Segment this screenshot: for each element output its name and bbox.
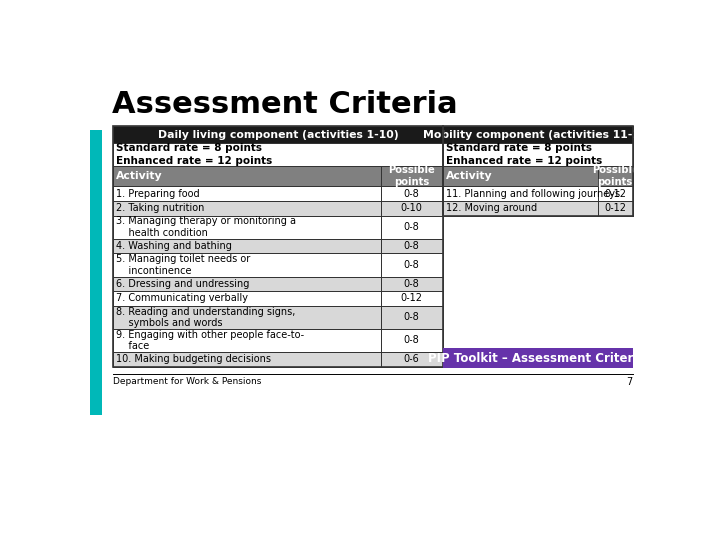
- Text: 11. Planning and following journeys: 11. Planning and following journeys: [446, 189, 620, 199]
- Text: Assessment Criteria: Assessment Criteria: [112, 90, 457, 119]
- Text: 7. Communicating verbally: 7. Communicating verbally: [117, 294, 248, 303]
- Text: PIP Toolkit – Assessment Criteria: PIP Toolkit – Assessment Criteria: [428, 352, 646, 365]
- Bar: [113, 201, 381, 215]
- Bar: [381, 166, 443, 186]
- Text: 6. Dressing and undressing: 6. Dressing and undressing: [117, 279, 250, 289]
- Text: 5. Managing toilet needs or
    incontinence: 5. Managing toilet needs or incontinence: [117, 254, 251, 276]
- Text: 9. Engaging with other people face-to-
    face: 9. Engaging with other people face-to- f…: [117, 329, 305, 351]
- Bar: [113, 306, 381, 329]
- Bar: [90, 130, 102, 415]
- Bar: [443, 201, 598, 215]
- Bar: [113, 126, 443, 143]
- Bar: [381, 276, 443, 291]
- Text: Mobility component (activities 11-12): Mobility component (activities 11-12): [423, 130, 652, 140]
- Text: 1. Preparing food: 1. Preparing food: [117, 189, 200, 199]
- Bar: [443, 291, 632, 306]
- Text: 0-8: 0-8: [404, 260, 420, 270]
- Text: Activity: Activity: [117, 172, 163, 181]
- Text: 12. Moving around: 12. Moving around: [446, 204, 537, 213]
- Text: 0-12: 0-12: [400, 294, 423, 303]
- Bar: [113, 253, 381, 276]
- Bar: [113, 166, 381, 186]
- Bar: [443, 186, 598, 201]
- Bar: [598, 186, 632, 201]
- Text: 0-10: 0-10: [401, 204, 423, 213]
- Text: 0-8: 0-8: [404, 241, 420, 251]
- Text: 0-8: 0-8: [404, 189, 420, 199]
- Text: 10. Making budgeting decisions: 10. Making budgeting decisions: [117, 354, 271, 364]
- Text: Department for Work & Pensions: Department for Work & Pensions: [113, 377, 261, 387]
- Bar: [381, 201, 443, 215]
- Bar: [443, 143, 632, 166]
- Bar: [443, 239, 632, 253]
- Text: 0-8: 0-8: [404, 222, 420, 232]
- Text: 0-8: 0-8: [404, 279, 420, 289]
- Bar: [443, 215, 632, 239]
- Bar: [113, 143, 443, 166]
- Text: 0-8: 0-8: [404, 335, 420, 346]
- Bar: [113, 126, 443, 367]
- Bar: [381, 239, 443, 253]
- Text: Standard rate = 8 points
Enhanced rate = 12 points: Standard rate = 8 points Enhanced rate =…: [117, 143, 273, 166]
- Bar: [381, 352, 443, 367]
- Bar: [443, 306, 632, 329]
- Bar: [113, 186, 381, 201]
- Bar: [113, 276, 381, 291]
- Bar: [113, 352, 381, 367]
- Text: 3. Managing therapy or monitoring a
    health condition: 3. Managing therapy or monitoring a heal…: [117, 217, 297, 238]
- Text: 4. Washing and bathing: 4. Washing and bathing: [117, 241, 233, 251]
- Text: Possible
points: Possible points: [388, 165, 435, 187]
- Bar: [381, 306, 443, 329]
- Bar: [443, 352, 632, 367]
- Bar: [113, 215, 381, 239]
- Text: Daily living component (activities 1-10): Daily living component (activities 1-10): [158, 130, 398, 140]
- Bar: [381, 329, 443, 352]
- Text: Possible
points: Possible points: [592, 165, 639, 187]
- Bar: [381, 215, 443, 239]
- Text: Standard rate = 8 points
Enhanced rate = 12 points: Standard rate = 8 points Enhanced rate =…: [446, 143, 602, 166]
- Bar: [443, 126, 632, 215]
- Text: 0-6: 0-6: [404, 354, 420, 364]
- Bar: [381, 291, 443, 306]
- Text: 0-8: 0-8: [404, 312, 420, 322]
- Bar: [113, 329, 381, 352]
- Text: 0-12: 0-12: [604, 204, 626, 213]
- Bar: [113, 291, 381, 306]
- Bar: [381, 186, 443, 201]
- Bar: [443, 348, 632, 368]
- Bar: [443, 329, 632, 352]
- Bar: [443, 276, 632, 291]
- Bar: [443, 126, 632, 143]
- Text: 7: 7: [626, 377, 632, 387]
- Bar: [381, 253, 443, 276]
- Bar: [113, 239, 381, 253]
- Bar: [598, 201, 632, 215]
- Text: 2. Taking nutrition: 2. Taking nutrition: [117, 204, 204, 213]
- Bar: [443, 166, 598, 186]
- Text: Activity: Activity: [446, 172, 492, 181]
- Text: 0-12: 0-12: [604, 189, 626, 199]
- Text: 8. Reading and understanding signs,
    symbols and words: 8. Reading and understanding signs, symb…: [117, 307, 296, 328]
- Bar: [443, 253, 632, 276]
- Bar: [598, 166, 632, 186]
